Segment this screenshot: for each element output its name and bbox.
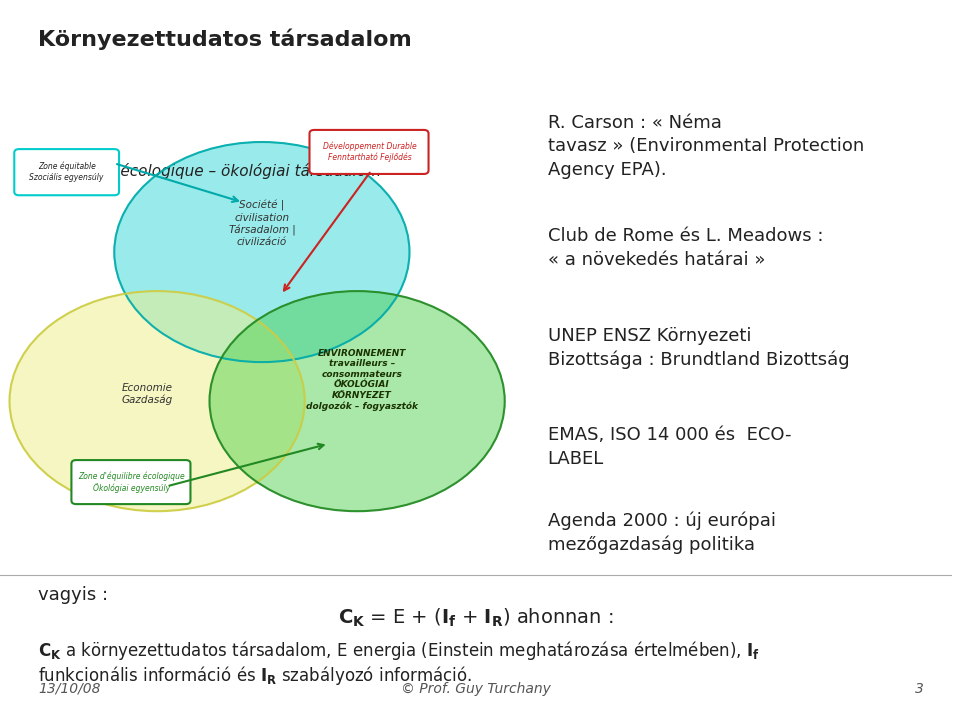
Text: vagyis :: vagyis : (38, 586, 108, 604)
Text: EMAS, ISO 14 000 és  ECO-
LABEL: EMAS, ISO 14 000 és ECO- LABEL (547, 426, 791, 468)
Text: 13/10/08: 13/10/08 (38, 682, 101, 696)
FancyBboxPatch shape (71, 460, 190, 504)
Text: funkcionális információ és $\mathbf{I_R}$ szabályozó információ.: funkcionális információ és $\mathbf{I_R}… (38, 664, 472, 687)
Text: Zone équitable
Szociális egyensúly: Zone équitable Szociális egyensúly (30, 162, 104, 182)
Text: La société écologique – ökológiai társadalom: La société écologique – ökológiai társad… (38, 163, 381, 180)
Text: UNEP ENSZ Környezeti
Bizottsága : Brundtland Bizottság: UNEP ENSZ Környezeti Bizottsága : Brundt… (547, 327, 850, 369)
Text: Zone d'équilibre écologique
Ökológiai egyensúly: Zone d'équilibre écologique Ökológiai eg… (78, 471, 184, 493)
FancyBboxPatch shape (14, 149, 119, 195)
Text: © Prof. Guy Turchany: © Prof. Guy Turchany (401, 682, 551, 696)
Text: $\mathbf{C_K}$ = E + ($\mathbf{I_f}$ + $\mathbf{I_R}$) ahonnan :: $\mathbf{C_K}$ = E + ($\mathbf{I_f}$ + $… (338, 607, 614, 629)
FancyBboxPatch shape (309, 130, 428, 174)
Text: ENVIRONNEMENT
travailleurs –
consommateurs
ÖKOLÓGIAI
KÖRNYEZET
dolgozók – fogyas: ENVIRONNEMENT travailleurs – consommateu… (306, 349, 418, 410)
Text: 3: 3 (915, 682, 924, 696)
Text: Société |
civilisation
Társadalom |
civilizáció: Société | civilisation Társadalom | civi… (228, 200, 296, 247)
Text: R. Carson : « Néma
tavasz » (Environmental Protection
Agency EPA).: R. Carson : « Néma tavasz » (Environment… (547, 114, 864, 179)
Text: Développement Durable
Fenntartható Fejlődés: Développement Durable Fenntartható Fejlő… (323, 142, 417, 162)
Text: Club de Rome és L. Meadows :
« a növekedés határai »: Club de Rome és L. Meadows : « a növeked… (547, 227, 823, 269)
Circle shape (114, 142, 410, 362)
Circle shape (10, 291, 304, 511)
Text: Környezettudatos társadalom: Környezettudatos társadalom (38, 28, 412, 50)
Text: Economie
Gazdaság: Economie Gazdaság (122, 383, 173, 405)
Circle shape (209, 291, 505, 511)
Text: $\mathbf{C_K}$ a környezettudatos társadalom, E energia (Einstein meghatározása : $\mathbf{C_K}$ a környezettudatos társad… (38, 639, 760, 662)
Text: Agenda 2000 : új európai
mezőgazdaság politika: Agenda 2000 : új európai mezőgazdaság po… (547, 511, 776, 554)
